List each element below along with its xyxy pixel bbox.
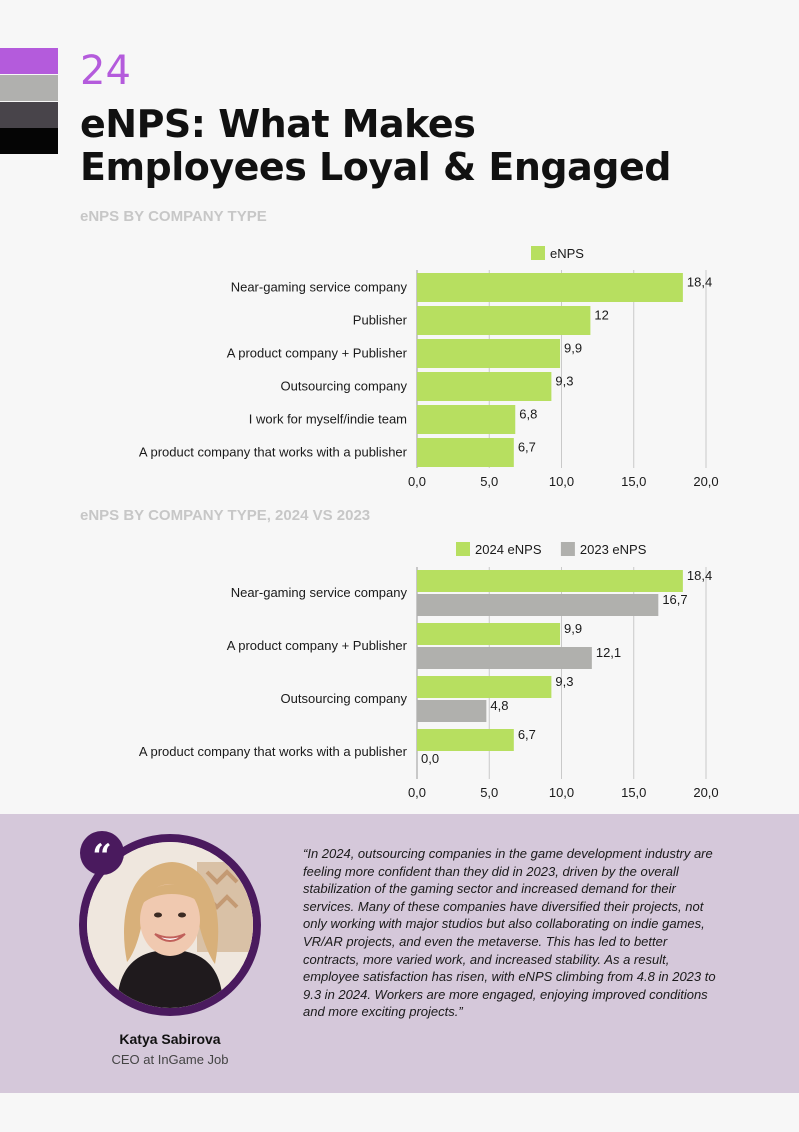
x-tick-label: 15,0 [621, 474, 646, 489]
person-role: CEO at InGame Job [111, 1052, 229, 1067]
bar [417, 339, 561, 368]
bar [417, 372, 552, 401]
color-swatch-purple [0, 48, 58, 74]
page-number: 24 [80, 48, 131, 94]
data-label: 9,9 [564, 621, 582, 636]
x-tick-label: 20,0 [693, 785, 718, 800]
bar [417, 594, 659, 616]
x-tick-label: 15,0 [621, 785, 646, 800]
data-label: 6,8 [519, 407, 537, 422]
data-label: 18,4 [687, 568, 712, 583]
bar [417, 405, 516, 434]
category-label: I work for myself/indie team [249, 412, 407, 427]
category-label: Outsourcing company [281, 691, 408, 706]
bar [417, 623, 561, 645]
category-label: Near-gaming service company [231, 280, 408, 295]
quote-badge-icon: “ [80, 831, 124, 877]
legend-swatch [531, 246, 545, 260]
data-label: 16,7 [662, 592, 687, 607]
chart-2-title: eNPS BY COMPANY TYPE, 2024 VS 2023 [80, 507, 371, 524]
x-tick-label: 5,0 [480, 474, 498, 489]
category-label: A product company + Publisher [227, 638, 408, 653]
bar [417, 700, 487, 722]
data-label: 0,0 [421, 751, 439, 766]
category-label: Outsourcing company [281, 379, 408, 394]
category-label: A product company that works with a publ… [139, 445, 408, 460]
data-label: 9,3 [555, 374, 573, 389]
enps-2024-vs-2023-chart: 0,0 5,0 10,0 15,0 20,0 2024 eNPS 2023 eNPS 18,4… [139, 542, 719, 800]
data-label: 9,9 [564, 341, 582, 356]
bar [417, 647, 592, 669]
page-title: eNPS: What Makes Employees Loyal & Engag… [80, 103, 671, 189]
bar [417, 676, 552, 698]
portrait-illustration [87, 842, 253, 1008]
category-label: Publisher [353, 313, 408, 328]
bar [417, 570, 683, 592]
data-label: 6,7 [518, 727, 536, 742]
chart-1-title: eNPS BY COMPANY TYPE [80, 208, 267, 225]
x-tick-label: 5,0 [480, 785, 498, 800]
page-title-line-2: Employees Loyal & Engaged [80, 145, 671, 189]
legend-swatch [560, 542, 575, 556]
bar [417, 306, 591, 335]
avatar [87, 842, 253, 1008]
x-tick-label: 20,0 [693, 474, 718, 489]
category-label: Near-gaming service company [231, 585, 408, 600]
legend-label: eNPS [550, 246, 584, 261]
quote-text: “In 2024, outsourcing companies in the g… [303, 846, 716, 1020]
x-tick-label: 0,0 [408, 474, 426, 489]
x-tick-label: 0,0 [408, 785, 426, 800]
color-swatch-gray [0, 75, 58, 101]
bar [417, 438, 514, 467]
data-label: 18,4 [687, 275, 712, 290]
color-swatch-dark-gray [0, 102, 58, 128]
data-label: 12,1 [596, 645, 621, 660]
x-tick-label: 10,0 [549, 474, 574, 489]
data-label: 9,3 [555, 674, 573, 689]
legend-swatch [456, 542, 470, 556]
enps-by-company-type-chart: 0,0 5,0 10,0 15,0 20,0 eNPS 18,4 Near-gaming se… [139, 246, 719, 489]
data-label: 4,8 [490, 698, 508, 713]
category-label: A product company + Publisher [227, 346, 408, 361]
data-label: 12 [594, 308, 608, 323]
person-name: Katya Sabirova [119, 1031, 221, 1047]
data-label: 6,7 [518, 440, 536, 455]
bar [417, 729, 514, 751]
category-label: A product company that works with a publ… [139, 744, 408, 759]
page-title-line-1: eNPS: What Makes [80, 102, 476, 146]
x-tick-label: 10,0 [549, 785, 574, 800]
legend-label: 2024 eNPS [475, 542, 542, 557]
bar [417, 273, 683, 302]
legend-label: 2023 eNPS [580, 542, 647, 557]
color-swatch-black [0, 128, 58, 154]
